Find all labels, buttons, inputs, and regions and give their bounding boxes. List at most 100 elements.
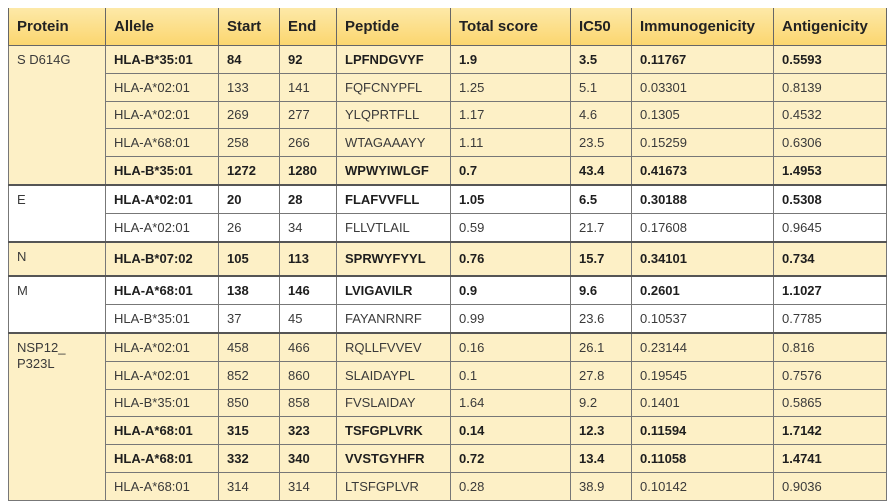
ic50-cell: 5.1 (570, 72, 632, 102)
immunogenicity-cell: 0.41673 (631, 156, 774, 186)
peptide-cell: SLAIDAYPL (336, 360, 451, 390)
start-cell: 332 (218, 444, 280, 473)
table-row: NSP12_ P323L HLA-A*02:01 458 466 RQLLFVVEV 0.… (8, 331, 887, 501)
peptide-cell: YLQPRTFLL (336, 100, 451, 130)
ic50-cell: 3.5 (570, 45, 632, 74)
table-row: N HLA-B*07:02 105 113 SPRWYFYYL 0.76 15.7 0.341… (8, 240, 887, 277)
immunogenicity-cell: 0.11767 (631, 45, 774, 74)
peptide-cell: VVSTGYHFR (336, 444, 451, 473)
start-cell: 850 (218, 388, 280, 418)
table-row: HLA-B*35:01 1272 1280 WPWYIWLGF 0.7 43.4 0.416… (9, 156, 887, 186)
end-cell: 28 (279, 183, 337, 214)
immunogenicity-cell: 0.2601 (631, 275, 774, 306)
start-cell: 138 (218, 275, 280, 306)
end-cell: 141 (279, 72, 337, 102)
peptide-cell: LVIGAVILR (336, 275, 451, 306)
peptide-cell: FVSLAIDAY (336, 388, 451, 418)
column-header-immunogenicity: Immunogenicity (631, 8, 774, 46)
end-cell: 860 (279, 360, 337, 390)
table-row: HLA-B*35:01 37 45 FAYANRNRF 0.99 23.6 0.10537 0… (9, 304, 887, 334)
immunogenicity-cell: 0.34101 (631, 240, 774, 277)
end-cell: 858 (279, 388, 337, 418)
end-cell: 266 (279, 128, 337, 158)
immunogenicity-cell: 0.11594 (631, 416, 774, 446)
total-score-cell: 1.25 (450, 72, 571, 102)
table-row: M HLA-A*68:01 138 146 LVIGAVILR 0.9 9.6 0.2601 1… (8, 275, 887, 334)
total-score-cell: 0.28 (450, 471, 571, 501)
total-score-cell: 0.14 (450, 416, 571, 446)
total-score-cell: 0.59 (450, 212, 571, 243)
end-cell: 340 (279, 444, 337, 473)
column-header-total-score: Total score (450, 8, 571, 46)
end-cell: 113 (279, 240, 337, 277)
peptide-cell: TSFGPLVRK (336, 416, 451, 446)
end-cell: 277 (279, 100, 337, 130)
start-cell: 26 (218, 212, 280, 243)
column-header-antigenicity: Antigenicity (773, 8, 887, 46)
allele-cell: HLA-A*68:01 (105, 471, 219, 501)
total-score-cell: 1.17 (450, 100, 571, 130)
protein-cell: NSP12_ P323L (8, 331, 106, 501)
peptide-cell: LTSFGPLVR (336, 471, 451, 501)
start-cell: 105 (218, 240, 280, 277)
table-row: HLA-A*68:01 258 266 WTAGAAAYY 1.11 23.5 0.1525… (9, 128, 887, 158)
ic50-cell: 9.6 (570, 275, 632, 306)
column-header-allele: Allele (105, 8, 219, 46)
allele-cell: HLA-A*68:01 (105, 128, 219, 158)
immunogenicity-cell: 0.17608 (631, 212, 774, 243)
ic50-cell: 9.2 (570, 388, 632, 418)
column-header-end: End (279, 8, 337, 46)
end-cell: 466 (279, 331, 337, 362)
immunogenicity-cell: 0.10142 (631, 471, 774, 501)
peptide-cell: SPRWYFYYL (336, 240, 451, 277)
antigenicity-cell: 0.7785 (773, 304, 887, 334)
table-row: HLA-A*02:01 133 141 FQFCNYPFL 1.25 5.1 0.03301… (9, 72, 887, 102)
antigenicity-cell: 0.5308 (773, 183, 887, 214)
peptide-cell: WPWYIWLGF (336, 156, 451, 186)
peptide-cell: RQLLFVVEV (336, 331, 451, 362)
ic50-cell: 6.5 (570, 183, 632, 214)
protein-cell: S D614G (8, 44, 106, 186)
column-header-ic50: IC50 (570, 8, 632, 46)
antigenicity-cell: 0.9645 (773, 212, 887, 243)
ic50-cell: 23.6 (570, 304, 632, 334)
antigenicity-cell: 0.4532 (773, 100, 887, 130)
ic50-cell: 21.7 (570, 212, 632, 243)
antigenicity-cell: 0.816 (773, 331, 887, 362)
antigenicity-cell: 0.8139 (773, 72, 887, 102)
total-score-cell: 0.9 (450, 275, 571, 306)
peptide-cell: LPFNDGVYF (336, 45, 451, 74)
epitope-table: Protein Allele Start End Peptide Total score I… (8, 8, 887, 501)
total-score-cell: 0.72 (450, 444, 571, 473)
ic50-cell: 23.5 (570, 128, 632, 158)
start-cell: 1272 (218, 156, 280, 186)
antigenicity-cell: 0.5593 (773, 45, 887, 74)
total-score-cell: 1.9 (450, 45, 571, 74)
start-cell: 315 (218, 416, 280, 446)
allele-cell: HLA-A*02:01 (105, 183, 219, 214)
total-score-cell: 0.76 (450, 240, 571, 277)
ic50-cell: 26.1 (570, 331, 632, 362)
ic50-cell: 13.4 (570, 444, 632, 473)
immunogenicity-cell: 0.15259 (631, 128, 774, 158)
antigenicity-cell: 0.6306 (773, 128, 887, 158)
immunogenicity-cell: 0.23144 (631, 331, 774, 362)
start-cell: 269 (218, 100, 280, 130)
allele-cell: HLA-A*02:01 (105, 212, 219, 243)
start-cell: 84 (218, 45, 280, 74)
table-row: HLA-A*02:01 852 860 SLAIDAYPL 0.1 27.8 0.19545… (9, 360, 887, 390)
ic50-cell: 38.9 (570, 471, 632, 501)
allele-cell: HLA-B*35:01 (105, 45, 219, 74)
antigenicity-cell: 1.4953 (773, 156, 887, 186)
allele-cell: HLA-B*35:01 (105, 156, 219, 186)
antigenicity-cell: 1.1027 (773, 275, 887, 306)
table-row: S D614G HLA-B*35:01 84 92 LPFNDGVYF 1.9 3.5 0.1… (8, 44, 887, 186)
allele-cell: HLA-B*35:01 (105, 304, 219, 334)
table-row: HLA-A*02:01 26 34 FLLVTLAIL 0.59 21.7 0.17608 0… (9, 212, 887, 243)
total-score-cell: 0.16 (450, 331, 571, 362)
peptide-cell: FLAFVVFLL (336, 183, 451, 214)
immunogenicity-cell: 0.11058 (631, 444, 774, 473)
antigenicity-cell: 0.9036 (773, 471, 887, 501)
immunogenicity-cell: 0.30188 (631, 183, 774, 214)
peptide-cell: WTAGAAAYY (336, 128, 451, 158)
